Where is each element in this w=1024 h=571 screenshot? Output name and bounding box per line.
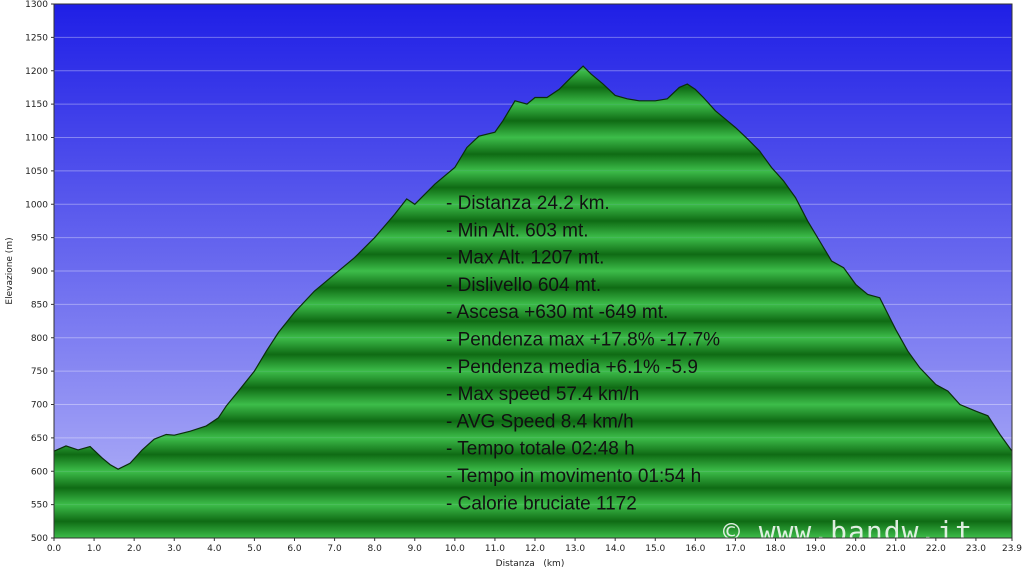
- stats-box: - Distanza 24.2 km. - Min Alt. 603 mt. - M…: [446, 193, 720, 514]
- x-tick-label: 16.0: [685, 544, 705, 554]
- x-tick-label: 5.0: [247, 544, 262, 554]
- stat-line: - Distanza 24.2 km.: [446, 193, 610, 214]
- y-tick-label: 900: [31, 267, 48, 277]
- x-axis: 0.0 1.0 2.0 3.0 4.0 5.0 6.0 7.0 8.0 9.0 10.0 11.0 12…: [47, 538, 1022, 554]
- y-tick-label: 500: [31, 534, 48, 544]
- y-tick-label: 650: [31, 434, 48, 444]
- y-tick-label: 850: [31, 300, 48, 310]
- y-tick-label: 1200: [25, 67, 48, 77]
- y-tick-label: 950: [31, 234, 48, 244]
- stat-line: - Min Alt. 603 mt.: [446, 220, 589, 241]
- elevation-line: [54, 65, 1012, 470]
- x-tick-label: 17.0: [725, 544, 745, 554]
- y-tick-label: 800: [31, 334, 48, 344]
- x-tick-label: 14.0: [605, 544, 625, 554]
- y-tick-label: 700: [31, 401, 48, 411]
- y-tick-label: 1250: [25, 33, 48, 43]
- x-tick-label: 6.0: [287, 544, 302, 554]
- y-tick-label: 1000: [25, 200, 48, 210]
- y-tick-label: 600: [31, 467, 48, 477]
- y-tick-label: 1150: [25, 100, 48, 110]
- stat-line: - Max Alt. 1207 mt.: [446, 248, 604, 269]
- x-tick-label: 10.0: [445, 544, 465, 554]
- y-tick-label: 1300: [25, 0, 48, 10]
- x-tick-label: 7.0: [327, 544, 342, 554]
- stat-line: - Max speed 57.4 km/h: [446, 384, 639, 405]
- x-tick-label: 19.0: [806, 544, 826, 554]
- x-tick-label: 15.0: [645, 544, 665, 554]
- x-tick-label: 12.0: [525, 544, 545, 554]
- x-tick-label: 22.0: [926, 544, 946, 554]
- x-axis-label: Distanza (km): [496, 559, 565, 569]
- x-tick-label: 0.0: [47, 544, 62, 554]
- area-band: [54, 471, 1012, 505]
- stat-line: - Pendenza max +17.8% -17.7%: [446, 330, 720, 351]
- x-tick-label: 23.0: [966, 544, 986, 554]
- x-tick-label: 3.0: [167, 544, 182, 554]
- stat-line: - Ascesa +630 mt -649 mt.: [446, 302, 668, 323]
- stat-line: - Pendenza media +6.1% -5.9: [446, 357, 698, 378]
- x-tick-label: 4.0: [207, 544, 222, 554]
- x-tick-label: 11.0: [485, 544, 505, 554]
- y-tick-label: 1050: [25, 167, 48, 177]
- area-band: [54, 437, 1012, 472]
- x-tick-label: 2.0: [127, 544, 142, 554]
- x-tick-label: 1.0: [87, 544, 102, 554]
- stat-line: - Tempo totale 02:48 h: [446, 439, 635, 460]
- x-tick-label: 18.0: [765, 544, 785, 554]
- x-tick-label: 9.0: [408, 544, 423, 554]
- x-tick-label: 21.0: [886, 544, 906, 554]
- y-axis: 500 550 600 650 700 750 800 850 900 950 1000 1050 11…: [25, 0, 54, 544]
- area-band: [54, 504, 1012, 538]
- y-tick-label: 1100: [25, 134, 48, 144]
- x-tick-label: 8.0: [368, 544, 383, 554]
- x-tick-label: 13.0: [565, 544, 585, 554]
- stat-line: - AVG Speed 8.4 km/h: [446, 411, 634, 432]
- stat-line: - Dislivello 604 mt.: [446, 275, 601, 296]
- stat-line: - Tempo in movimento 01:54 h: [446, 466, 701, 487]
- y-axis-label: Elevazione (m): [5, 237, 15, 304]
- watermark: © www.bandw.it: [723, 515, 973, 548]
- x-tick-label: 23.9: [1002, 544, 1022, 554]
- y-tick-label: 750: [31, 367, 48, 377]
- y-tick-label: 550: [31, 501, 48, 511]
- stat-line: - Calorie bruciate 1172: [446, 493, 637, 514]
- x-tick-label: 20.0: [846, 544, 866, 554]
